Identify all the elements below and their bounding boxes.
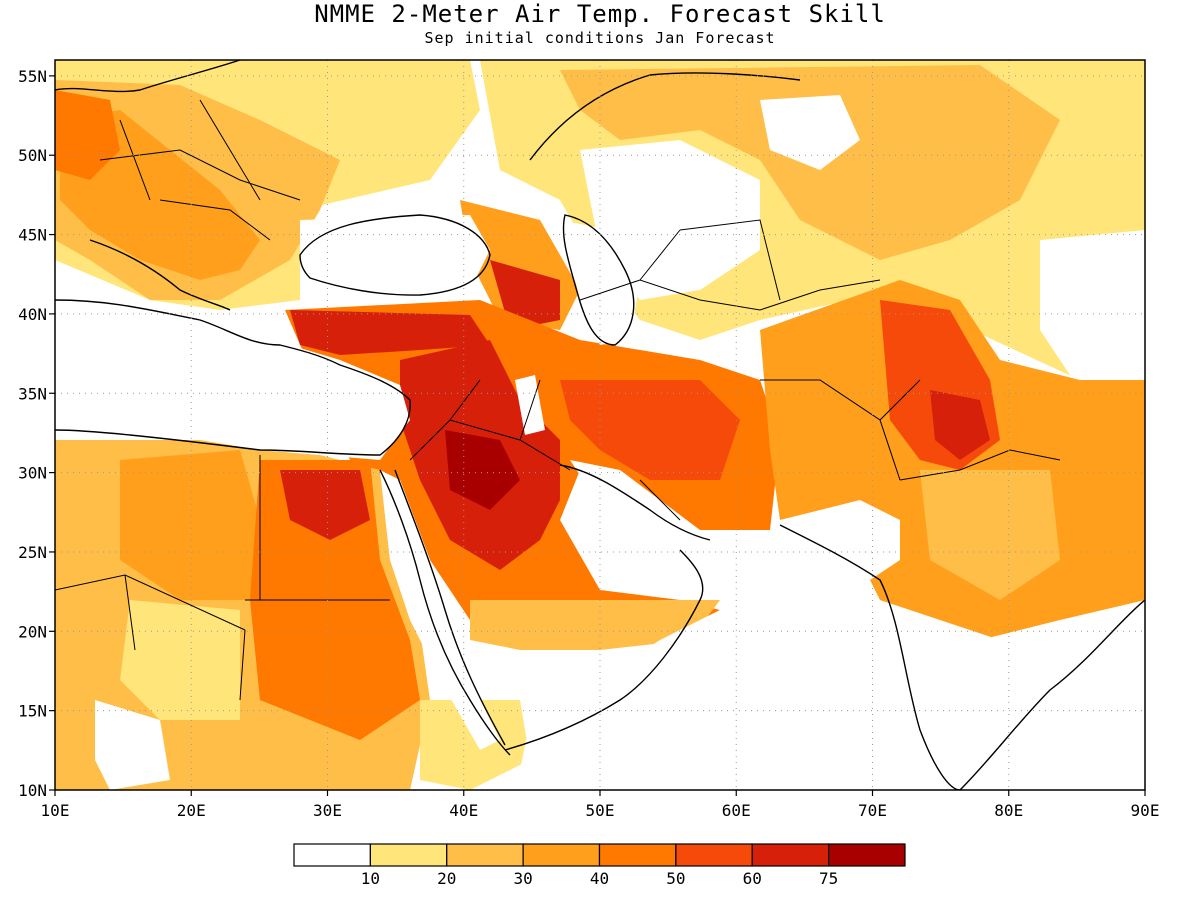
iran-skill-core: [560, 380, 740, 480]
legend-label: 20: [437, 869, 456, 888]
legend-swatch: [751, 843, 830, 867]
libya-skill-core: [120, 450, 260, 600]
arabia-west-coastline: [394, 469, 506, 746]
middle-east-borders: [409, 379, 681, 521]
legend-label: 60: [743, 869, 762, 888]
caspian-coastline: [562, 214, 635, 346]
legend-swatch: [828, 843, 906, 867]
legend-swatch: [675, 843, 753, 867]
arabia-south-coastline: [504, 549, 704, 751]
lat-tick-label: 35N: [18, 384, 47, 403]
zagros-clear: [515, 375, 545, 435]
lon-tick-label: 80E: [994, 801, 1023, 820]
siberia-clear: [760, 95, 860, 170]
lat-tick-label: 10N: [18, 781, 47, 800]
legend-label: 40: [590, 869, 609, 888]
africa-borders: [55, 455, 390, 701]
lon-tick-label: 60E: [722, 801, 751, 820]
legend-swatch: [369, 843, 448, 867]
coastline-layer: [55, 60, 1145, 790]
legend-swatch: [446, 843, 524, 867]
lon-tick-label: 70E: [858, 801, 887, 820]
chad-skill-light: [120, 600, 240, 720]
india-interior-clear: [870, 600, 1050, 790]
lat-tick-label: 25N: [18, 543, 47, 562]
legend-label: 10: [361, 869, 380, 888]
legend-label: 50: [666, 869, 685, 888]
anatolia-skill-core: [290, 310, 490, 355]
western-europe-skill-core: [55, 90, 120, 180]
lat-tick-label: 55N: [18, 67, 47, 86]
color-legend: 10 20 30 40 50 60 75: [293, 843, 906, 888]
south-asia-borders: [760, 379, 1061, 481]
yemen-skill: [420, 700, 530, 790]
central-asia-borders: [579, 219, 881, 311]
map-subtitle: Sep initial conditions Jan Forecast: [424, 29, 776, 47]
lon-tick-label: 10E: [41, 801, 70, 820]
arabia-southern-skill: [470, 600, 720, 650]
lat-tick-label: 15N: [18, 702, 47, 721]
lat-tick-label: 45N: [18, 226, 47, 245]
india-east-coastline: [959, 599, 1145, 790]
mediterranean-sea: [55, 300, 410, 460]
lon-tick-label: 40E: [449, 801, 478, 820]
europe-north-coastline: [55, 60, 241, 93]
adriatic-coastline: [89, 239, 231, 311]
legend-swatch: [522, 843, 601, 867]
lat-tick-label: 20N: [18, 622, 47, 641]
eastern-india-skill: [920, 470, 1060, 600]
border-layer: [55, 99, 1061, 701]
eastern-egypt-skill-peak: [280, 470, 370, 540]
legend-swatch: [598, 843, 677, 867]
skill-fill-layer: [55, 60, 1145, 790]
lon-tick-label: 90E: [1131, 801, 1160, 820]
lat-tick-label: 40N: [18, 305, 47, 324]
lon-tick-label: 20E: [177, 801, 206, 820]
lat-tick-label: 50N: [18, 146, 47, 165]
axis-ticks: 10E 20E 30E 40E 50E 60E 70E 80E 90E 10N 15N 20N 25N 3…: [18, 67, 1159, 820]
aral-sea: [710, 215, 745, 245]
lat-tick-label: 30N: [18, 464, 47, 483]
legend-label: 30: [513, 869, 532, 888]
himalaya-skill-peak: [930, 390, 990, 460]
east-asia-clear: [1040, 230, 1145, 390]
russia-arctic-coastline: [529, 72, 801, 161]
legend-label: 75: [819, 869, 838, 888]
persian-gulf-coastline: [559, 464, 711, 541]
black-sea: [300, 215, 490, 295]
lon-tick-label: 30E: [313, 801, 342, 820]
legend-swatch: [293, 843, 371, 867]
mediterranean-coastline: [55, 299, 411, 456]
europe-borders: [99, 99, 301, 241]
lon-tick-label: 50E: [586, 801, 615, 820]
red-sea-coastline: [379, 469, 511, 756]
arabian-sea: [520, 570, 900, 790]
red-sea: [380, 470, 500, 750]
map-title: NMME 2-Meter Air Temp. Forecast Skill: [314, 0, 886, 28]
black-sea-coastline: [299, 214, 491, 296]
sahel-clear: [95, 700, 170, 790]
india-west-coastline: [779, 524, 961, 790]
